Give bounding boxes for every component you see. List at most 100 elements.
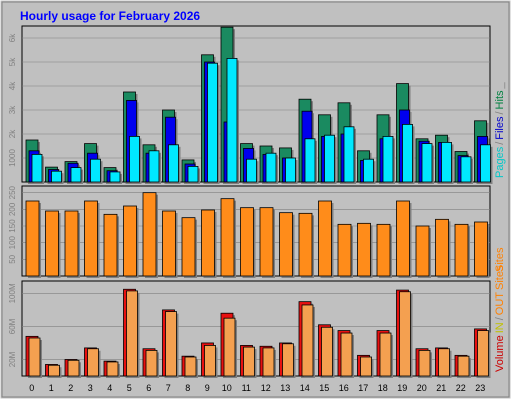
bar-out-10-body [223,317,236,377]
bar-sites-3-body [84,200,98,277]
x-tick-label: 10 [222,383,232,393]
bar-pages-3 [90,158,103,184]
panel-1: 50 100 150 200 250 Sites [8,185,506,278]
bar-pages-6-body [148,150,160,183]
legend-in-label: IN [494,322,506,333]
bar-sites-15 [318,200,334,278]
bar-pages-16 [343,126,356,184]
bar-out-23-body [477,330,489,377]
bar-pages-10 [226,58,239,184]
bar-sites-3 [84,200,100,278]
bar-pages-2-body [70,167,82,183]
bar-sites-18 [376,223,392,278]
bar-sites-10 [220,198,236,278]
legend-sites-label: Sites [494,247,506,272]
plot-area-1 [21,185,491,277]
bar-out-3 [87,348,101,378]
bar-pages-23-body [480,144,491,183]
bar-sites-11-body [240,207,254,277]
bar-out-7 [165,311,179,378]
bar-out-18-body [379,332,392,377]
bar-sites-12-body [259,207,274,277]
legend-files-label: Files [494,116,506,140]
y-tick-label: 100 [8,235,17,249]
bar-sites-13 [279,212,295,278]
bar-sites-11 [240,207,256,278]
bar-out-13 [282,343,296,378]
bar-sites-2 [64,210,80,278]
bar-sites-22 [454,223,470,278]
bar-sites-22-body [454,223,469,277]
bar-out-16-body [340,332,353,377]
bar-pages-1-body [51,170,62,183]
bar-pages-15-body [324,134,335,183]
bar-out-2-body [67,359,80,377]
bar-out-13-body [282,343,294,377]
bar-out-11 [243,346,257,378]
bar-sites-6-body [142,192,157,277]
bar-out-12-body [262,347,275,377]
bar-out-0-body [28,337,41,377]
bar-sites-1-body [45,210,59,277]
bar-out-6 [145,349,159,378]
bar-sites-16 [337,223,353,278]
x-tick-label: 21 [436,383,446,393]
bar-sites-1 [45,210,61,278]
bar-sites-0 [25,200,41,278]
bar-out-4 [106,361,120,378]
bar-pages-3-body [90,158,101,183]
bar-sites-4-body [103,213,118,277]
y-tick-label: 3k [8,105,17,114]
bar-pages-11 [246,158,259,184]
bar-out-5-body [126,290,138,377]
legend-volume-label: Volume [494,335,506,372]
bar-sites-18-body [376,223,391,277]
bar-pages-13 [285,157,298,184]
x-tick-label: 18 [378,383,388,393]
bar-out-23 [477,330,491,378]
bar-pages-12 [265,152,278,184]
bar-out-17 [360,356,374,378]
legend--label: / [494,316,506,320]
bar-pages-18 [382,135,395,184]
x-tick-label: 4 [107,383,112,393]
bar-out-7-body [165,311,177,377]
bar-pages-21 [441,141,454,184]
bar-pages-1 [51,170,64,184]
bar-out-20-body [418,349,431,377]
legend--label: / [494,111,506,115]
x-tick-label: 3 [88,383,93,393]
panel-2: 20M 60M 100M Volume IN /OUT Sites [8,265,506,378]
x-tick-label: 5 [127,383,132,393]
bar-sites-5 [123,205,139,278]
y-tick-label: 1000 [8,149,17,167]
bar-sites-9 [201,209,217,278]
y-tick-label: 100M [8,283,17,303]
bar-pages-11-body [246,158,257,183]
bar-sites-7 [162,210,178,278]
bar-sites-15-body [318,200,332,277]
bar-pages-16-body [343,126,355,183]
bar-out-17-body [360,356,372,377]
bar-out-2 [67,359,81,378]
bar-pages-10-body [226,58,238,183]
bar-pages-0-body [31,153,43,183]
x-tick-label: 0 [29,383,34,393]
y-tick-label: 20M [8,351,17,367]
bar-pages-5 [129,135,142,184]
x-tick-label: 16 [339,383,349,393]
bar-out-9-body [204,345,216,377]
chart-title: Hourly usage for February 2026 [20,9,200,23]
bar-out-12 [262,347,276,378]
bar-out-0 [28,337,42,378]
x-tick-label: 19 [397,383,407,393]
x-tick-label: 22 [456,383,466,393]
bar-out-14 [301,304,315,378]
bar-pages-8-body [187,165,199,183]
bar-pages-12-body [265,152,277,183]
legend-out-label: OUT [494,292,506,316]
bar-out-18 [379,332,393,378]
bar-pages-22-body [460,156,472,183]
